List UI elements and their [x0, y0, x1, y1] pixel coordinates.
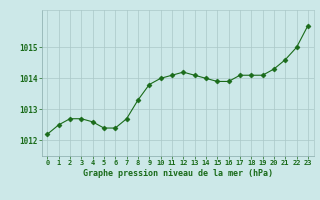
- X-axis label: Graphe pression niveau de la mer (hPa): Graphe pression niveau de la mer (hPa): [83, 169, 273, 178]
